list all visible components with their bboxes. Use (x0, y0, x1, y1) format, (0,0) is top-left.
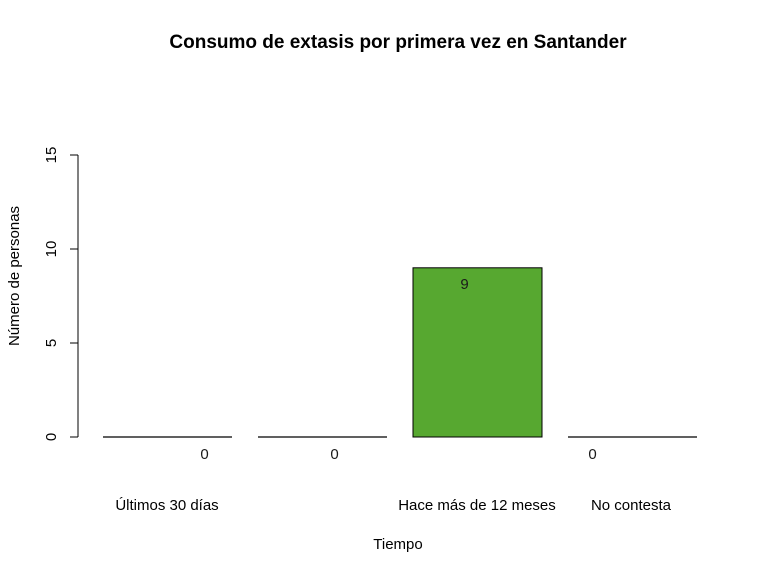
y-axis: 0 5 10 15 (43, 147, 79, 441)
data-label: 9 (460, 276, 468, 293)
bars (103, 267, 697, 438)
data-label: 0 (330, 446, 338, 463)
x-tick-label: Últimos 30 días (115, 497, 218, 514)
y-tick-label: 15 (43, 147, 60, 164)
x-axis-title: Tiempo (373, 536, 422, 553)
y-axis-title: Número de personas (6, 206, 23, 346)
x-tick-label: Hace más de 12 meses (398, 497, 556, 514)
y-tick-label: 0 (43, 433, 60, 441)
bar (412, 267, 543, 438)
x-tick-label: No contesta (591, 497, 672, 514)
y-tick-label: 10 (43, 241, 60, 258)
y-tick-label: 5 (43, 339, 60, 347)
x-axis-labels: Últimos 30 días Hace más de 12 meses No co… (115, 497, 671, 514)
data-label: 0 (588, 446, 596, 463)
chart-title: Consumo de extasis por primera vez en Sa… (169, 32, 627, 53)
data-labels: 0 0 9 0 (200, 276, 596, 463)
data-label: 0 (200, 446, 208, 463)
